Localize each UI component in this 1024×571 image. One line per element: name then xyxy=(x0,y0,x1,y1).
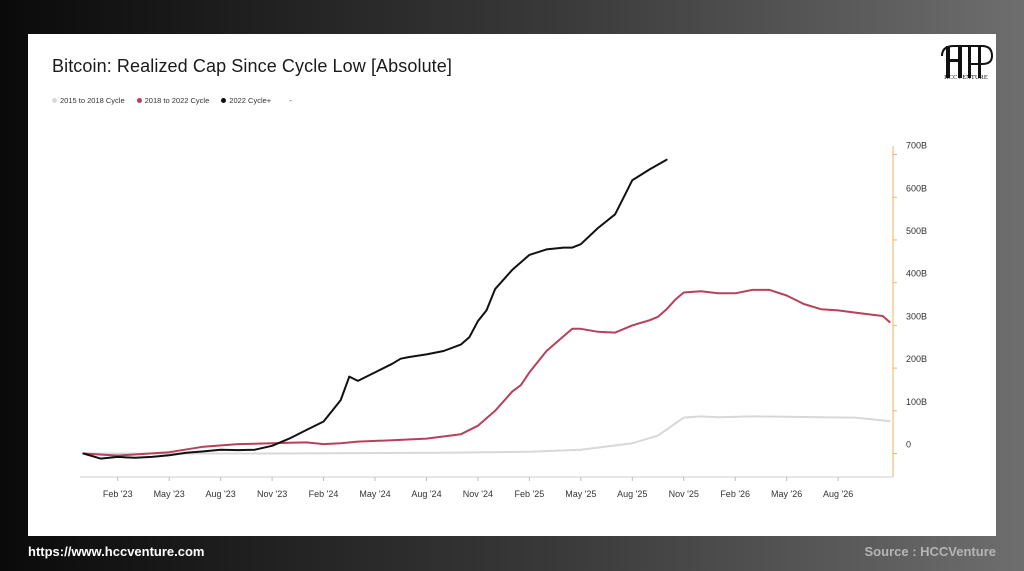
series-layer xyxy=(82,158,891,460)
legend-item-2018-cycle[interactable]: 2018 to 2022 Cycle xyxy=(136,96,210,105)
x-tick-label: Aug '25 xyxy=(617,489,647,499)
y-tick-label: 300B xyxy=(906,311,927,321)
x-tick-label: May '24 xyxy=(359,489,390,499)
legend-item-dash[interactable]: - xyxy=(283,96,292,105)
x-tick-label: Feb '26 xyxy=(720,489,750,499)
logo-text: HCCVENTURE xyxy=(944,74,988,81)
y-tick-label: 100B xyxy=(906,397,927,407)
y-tick-label: 500B xyxy=(906,226,927,236)
x-tick-label: Feb '25 xyxy=(515,489,545,499)
x-tick-label: Nov '23 xyxy=(257,489,287,499)
y-tick-label: 600B xyxy=(906,183,927,193)
line-chart: Feb '23 May '23 Aug '23 Nov '23 Feb '24 May '… xyxy=(80,141,927,499)
legend-dot-2022 xyxy=(221,98,227,103)
x-tick-label: Aug '24 xyxy=(411,489,441,499)
x-tick-label: Feb '24 xyxy=(309,489,339,499)
tick-labels: Feb '23 May '23 Aug '23 Nov '23 Feb '24 May '… xyxy=(103,141,927,499)
chart-title: Bitcoin: Realized Cap Since Cycle Low [A… xyxy=(52,56,452,76)
series-line-2018-to-2022-cycle xyxy=(82,288,891,457)
series-line-2022-cycle- xyxy=(82,158,668,460)
legend-label-2015: 2015 to 2018 Cycle xyxy=(60,96,125,105)
chart-card: Bitcoin: Realized Cap Since Cycle Low [A… xyxy=(28,34,996,536)
x-tick-label: May '26 xyxy=(771,489,802,499)
footer-url-link[interactable]: https://www.hccventure.com xyxy=(28,544,205,559)
y-tick-label: 400B xyxy=(906,269,927,279)
legend-label-2022: 2022 Cycle+ xyxy=(229,96,272,105)
x-tick-label: Aug '23 xyxy=(206,489,236,499)
y-tick-label: 700B xyxy=(906,141,927,151)
x-tick-label: May '25 xyxy=(565,489,596,499)
hcc-logo-icon xyxy=(941,45,994,78)
legend-dot-2015 xyxy=(52,98,57,103)
legend-item-2015-cycle[interactable]: 2015 to 2018 Cycle xyxy=(52,96,125,105)
x-tick-label: Nov '25 xyxy=(669,489,699,499)
legend: 2015 to 2018 Cycle 2018 to 2022 Cycle 20… xyxy=(52,96,292,105)
legend-dot-2018 xyxy=(136,98,142,103)
x-tick-label: May '23 xyxy=(154,489,185,499)
x-tick-label: Nov '24 xyxy=(463,489,493,499)
series-line-2015-to-2018-cycle xyxy=(82,415,891,455)
legend-label-dash: - xyxy=(289,96,292,105)
footer-source: Source : HCCVenture xyxy=(864,544,996,559)
y-tick-label: 200B xyxy=(906,354,927,364)
legend-label-2018: 2018 to 2022 Cycle xyxy=(144,96,210,105)
axes xyxy=(80,146,897,481)
x-tick-label: Feb '23 xyxy=(103,489,133,499)
y-tick-label: 0 xyxy=(906,440,911,450)
legend-item-2022-cycle[interactable]: 2022 Cycle+ xyxy=(221,96,271,105)
x-tick-label: Aug '26 xyxy=(823,489,853,499)
